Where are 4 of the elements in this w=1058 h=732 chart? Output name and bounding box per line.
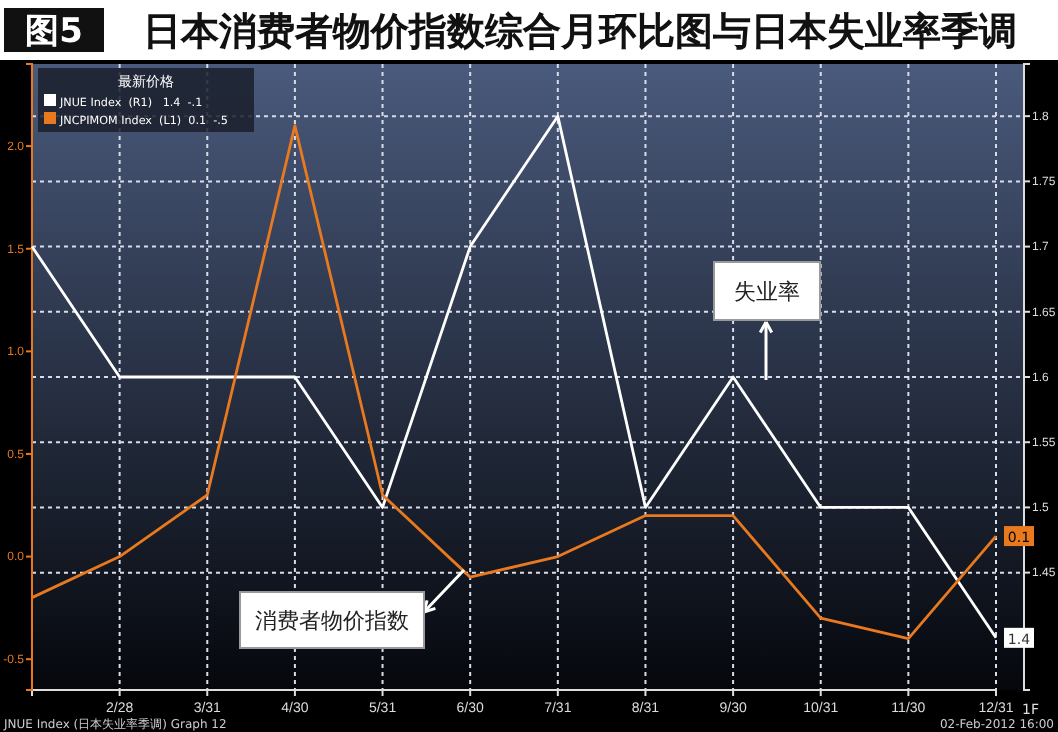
annotation: 失业率	[734, 279, 800, 305]
chart-title: 图5	[25, 12, 83, 52]
chart-subtitle: 日本消费者物价指数综合月环比图与日本失业率季调	[143, 10, 1017, 54]
annotation: 消费者物价指数	[255, 608, 409, 634]
